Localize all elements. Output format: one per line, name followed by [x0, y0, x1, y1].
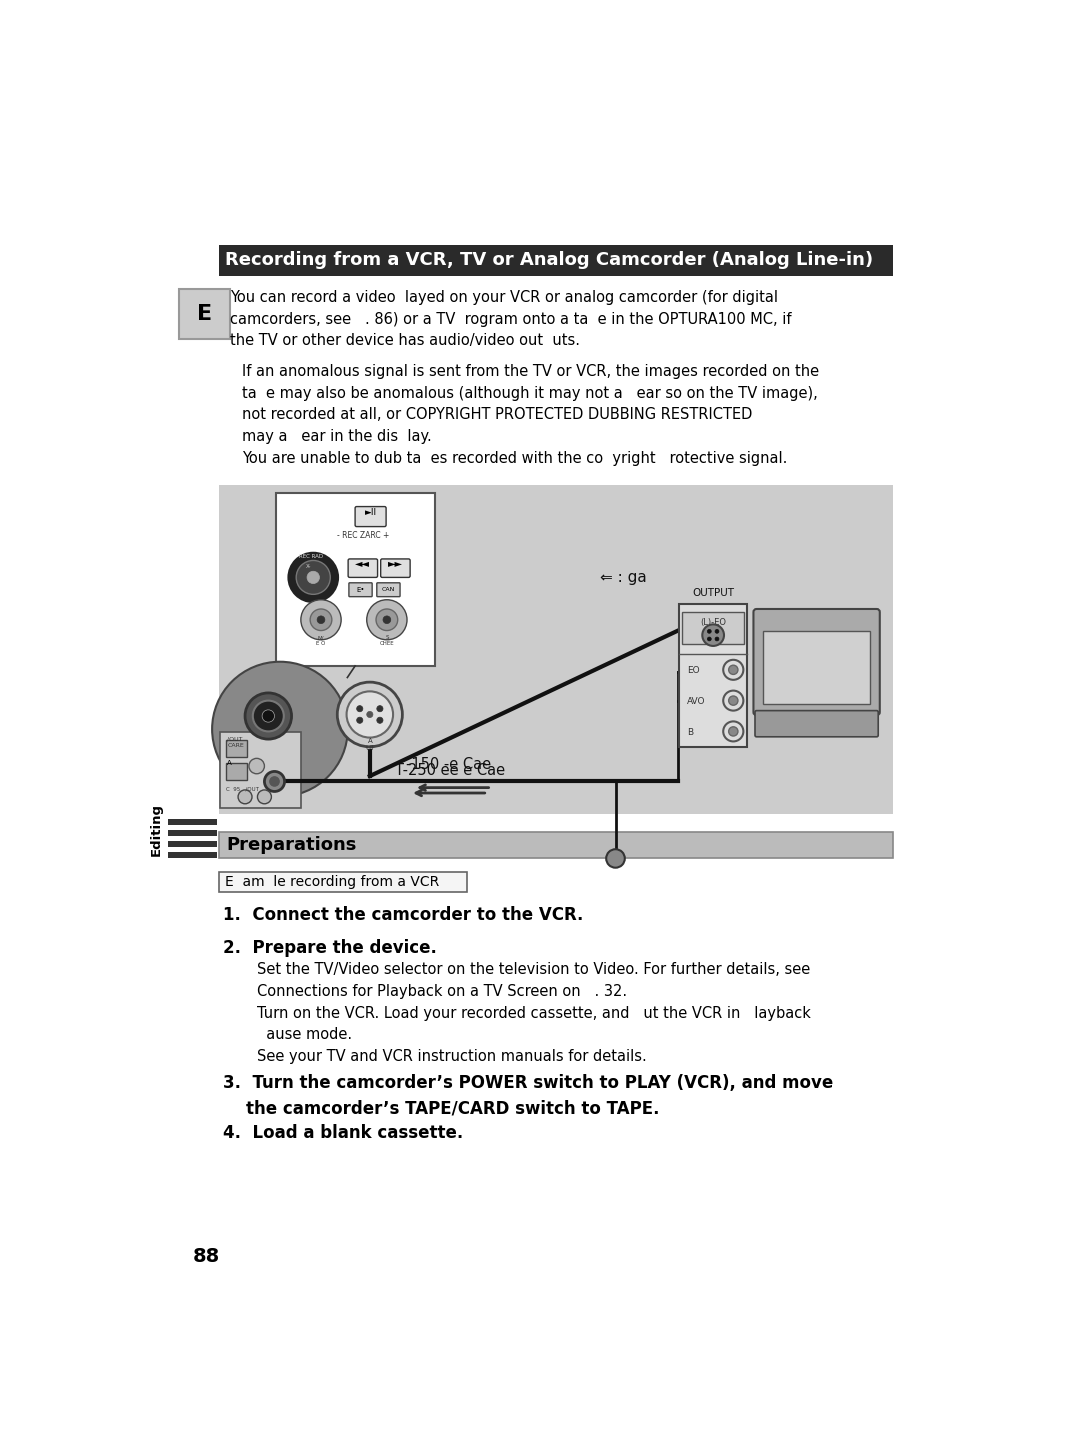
- Circle shape: [296, 560, 330, 595]
- Text: If an anomalous signal is sent from the TV or VCR, the images recorded on the
ta: If an anomalous signal is sent from the …: [242, 364, 819, 466]
- Circle shape: [356, 717, 363, 723]
- Ellipse shape: [212, 662, 348, 797]
- FancyBboxPatch shape: [355, 506, 387, 527]
- Circle shape: [310, 609, 332, 631]
- Circle shape: [707, 636, 712, 641]
- Circle shape: [377, 717, 383, 723]
- Text: 1.  Connect the camcorder to the VCR.: 1. Connect the camcorder to the VCR.: [222, 906, 583, 924]
- Circle shape: [356, 706, 363, 711]
- Text: Editing: Editing: [150, 804, 163, 857]
- Text: ►►: ►►: [388, 558, 403, 569]
- Circle shape: [288, 553, 338, 602]
- FancyBboxPatch shape: [167, 851, 217, 857]
- Circle shape: [265, 772, 284, 791]
- Circle shape: [337, 683, 403, 747]
- Text: 4.  Load a blank cassette.: 4. Load a blank cassette.: [222, 1124, 463, 1141]
- FancyBboxPatch shape: [754, 609, 880, 716]
- Text: REC RAD: REC RAD: [299, 554, 323, 560]
- Text: M/
E O: M/ E O: [316, 635, 326, 646]
- FancyBboxPatch shape: [167, 830, 217, 835]
- FancyBboxPatch shape: [276, 492, 435, 667]
- Circle shape: [729, 727, 738, 736]
- Text: (L)-EO: (L)-EO: [700, 619, 726, 628]
- Text: 3.  Turn the camcorder’s POWER switch to PLAY (VCR), and move
    the camcorder’: 3. Turn the camcorder’s POWER switch to …: [222, 1074, 833, 1117]
- Text: /OUT: /OUT: [227, 736, 243, 742]
- Text: Set the TV/Video selector on the television to Video. For further details, see
C: Set the TV/Video selector on the televis…: [257, 962, 811, 1063]
- Circle shape: [702, 625, 724, 646]
- FancyBboxPatch shape: [167, 820, 217, 825]
- Text: S
CHEE: S CHEE: [379, 635, 394, 646]
- Text: OUTPUT: OUTPUT: [692, 589, 734, 599]
- Circle shape: [301, 600, 341, 639]
- Text: A: A: [227, 760, 232, 766]
- Circle shape: [376, 609, 397, 631]
- Circle shape: [729, 696, 738, 706]
- FancyBboxPatch shape: [377, 583, 400, 596]
- FancyBboxPatch shape: [348, 558, 378, 577]
- Text: T-250 ee e Cae: T-250 ee e Cae: [394, 762, 504, 778]
- FancyBboxPatch shape: [679, 605, 747, 747]
- FancyBboxPatch shape: [226, 763, 247, 779]
- Circle shape: [257, 789, 271, 804]
- Circle shape: [270, 776, 279, 786]
- FancyBboxPatch shape: [683, 612, 744, 645]
- FancyBboxPatch shape: [226, 740, 247, 756]
- Text: ◄◄: ◄◄: [355, 558, 370, 569]
- FancyBboxPatch shape: [349, 583, 373, 596]
- FancyBboxPatch shape: [167, 841, 217, 847]
- Circle shape: [318, 616, 325, 623]
- FancyBboxPatch shape: [179, 289, 230, 339]
- Text: CARE: CARE: [227, 743, 244, 747]
- Circle shape: [367, 711, 373, 717]
- Circle shape: [253, 701, 284, 732]
- Text: You can record a video  layed on your VCR or analog camcorder (for digital
camco: You can record a video layed on your VCR…: [230, 290, 792, 348]
- Text: A
UT: A UT: [365, 739, 375, 752]
- FancyBboxPatch shape: [218, 833, 893, 859]
- Circle shape: [606, 850, 625, 867]
- Circle shape: [245, 693, 292, 739]
- Circle shape: [307, 571, 320, 583]
- Circle shape: [377, 706, 383, 711]
- Text: ►II: ►II: [365, 508, 377, 517]
- Circle shape: [724, 659, 743, 680]
- FancyBboxPatch shape: [755, 710, 878, 737]
- Circle shape: [724, 722, 743, 742]
- Text: Recording from a VCR, TV or Analog Camcorder (Analog Line-in): Recording from a VCR, TV or Analog Camco…: [225, 251, 873, 270]
- FancyBboxPatch shape: [218, 873, 467, 892]
- Circle shape: [715, 636, 719, 641]
- Text: ⇐ : ga: ⇐ : ga: [600, 570, 647, 584]
- FancyBboxPatch shape: [218, 245, 893, 276]
- Text: -150 -e Cae: -150 -e Cae: [406, 758, 491, 772]
- Text: - REC ZARC +: - REC ZARC +: [337, 531, 389, 540]
- Circle shape: [347, 691, 393, 737]
- Text: CAN: CAN: [381, 587, 395, 592]
- FancyBboxPatch shape: [380, 558, 410, 577]
- Circle shape: [729, 665, 738, 674]
- Circle shape: [262, 710, 274, 722]
- Circle shape: [715, 629, 719, 633]
- Text: X-: X-: [306, 564, 311, 569]
- Text: E•: E•: [356, 587, 365, 593]
- Text: E: E: [197, 303, 212, 323]
- Text: 88: 88: [193, 1247, 220, 1267]
- Circle shape: [724, 691, 743, 710]
- Circle shape: [248, 759, 265, 773]
- Text: Preparations: Preparations: [227, 837, 356, 854]
- Circle shape: [707, 629, 712, 633]
- FancyBboxPatch shape: [220, 732, 301, 808]
- FancyBboxPatch shape: [218, 485, 893, 814]
- Text: EO: EO: [687, 667, 700, 675]
- Text: 2.  Prepare the device.: 2. Prepare the device.: [222, 939, 436, 957]
- Circle shape: [383, 616, 391, 623]
- FancyBboxPatch shape: [762, 631, 870, 704]
- Circle shape: [367, 600, 407, 639]
- Circle shape: [238, 789, 252, 804]
- Text: E  am  le recording from a VCR: E am le recording from a VCR: [225, 876, 440, 889]
- Text: B: B: [687, 727, 693, 737]
- Text: C  95   /OUT: C 95 /OUT: [226, 786, 258, 791]
- Text: AVO: AVO: [687, 697, 705, 706]
